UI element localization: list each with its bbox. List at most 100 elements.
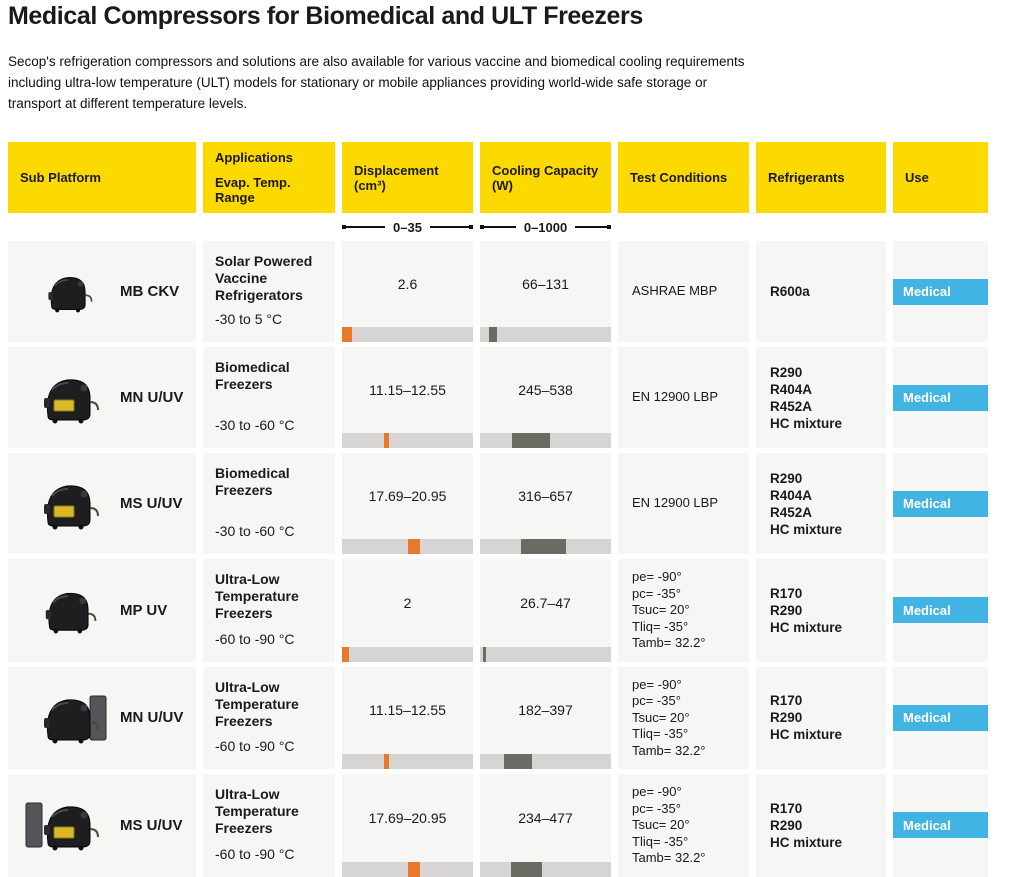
compressor-icon: [25, 802, 99, 851]
header-test-conditions: Test Conditions: [618, 142, 749, 213]
displacement-bar-track: [342, 754, 473, 769]
application-name: Ultra-Low Temperature Freezers: [215, 571, 299, 621]
table-row: MB CKV Solar Powered Vaccine Refrigerato…: [8, 241, 1010, 342]
refrigerants-line: HC mixture: [770, 415, 843, 431]
header-label: Evap. Temp. Range: [215, 175, 291, 205]
displacement-value: 17.69–20.95: [368, 809, 447, 826]
scale-line: [429, 226, 470, 228]
displacement-cell: 2.6: [342, 241, 473, 342]
application-name: Ultra-Low Temperature Freezers: [215, 678, 299, 729]
application-name: Biomedical Freezers: [215, 359, 290, 392]
refrigerants-line: HC mixture: [770, 834, 843, 850]
sub-platform-cell: MS U/UV: [8, 774, 196, 877]
evap-temp-range: -30 to -60 °C: [215, 523, 295, 539]
table-row: MS U/UV Ultra-Low Temperature Freezers -…: [8, 774, 1010, 877]
use-badge: Medical: [893, 597, 988, 624]
model-name: MP UV: [120, 601, 168, 619]
cooling-capacity-cell: 66–131: [480, 241, 611, 342]
compressor-image: [24, 688, 108, 748]
displacement-bar-segment: [342, 327, 352, 342]
evap-temp-range: -30 to 5 °C: [215, 311, 283, 327]
cooling-capacity-value: 182–397: [518, 702, 573, 719]
refrigerants-cell: R170 R290 HC mixture: [756, 559, 886, 662]
refrigerants-cell: R170 R290 HC mixture: [756, 666, 886, 769]
compressor-image: [24, 474, 108, 534]
header-displacement: Displacement (cm³): [342, 142, 473, 213]
cooling-bar-track: [480, 754, 611, 769]
displacement-bar-segment: [342, 646, 350, 662]
refrigerants-line: R600a: [770, 284, 810, 299]
refrigerants-cell: R290 R404A R452A HC mixture: [756, 453, 886, 554]
use-badge: Medical: [893, 384, 988, 411]
cooling-bar-segment: [483, 646, 487, 662]
table-row: MN U/UV Ultra-Low Temperature Freezers -…: [8, 666, 1010, 769]
model-name: MS U/UV: [120, 816, 183, 834]
refrigerants-cell: R170 R290 HC mixture: [756, 774, 886, 877]
test-conditions-line: Tsuc= 20°: [632, 817, 690, 832]
page-description: Secop's refrigeration compressors and so…: [8, 54, 745, 111]
use-badge: Medical: [893, 278, 988, 305]
use-cell: Medical: [893, 559, 988, 662]
refrigerants-line: R170: [770, 800, 803, 816]
scale-line: [575, 226, 608, 228]
table-body: MB CKV Solar Powered Vaccine Refrigerato…: [8, 241, 1010, 877]
refrigerants-cell: R290 R404A R452A HC mixture: [756, 347, 886, 448]
test-conditions-cell: pe= -90° pc= -35° Tsuc= 20° Tliq= -35° Tamb=…: [618, 666, 749, 769]
cooling-capacity-value: 66–131: [522, 276, 569, 292]
evap-temp-range: -60 to -90 °C: [215, 738, 295, 754]
cooling-capacity-value: 245–538: [518, 382, 573, 398]
table-row: MN U/UV Biomedical Freezers -30 to -60 °…: [8, 347, 1010, 448]
test-conditions-line: Tamb= 32.2°: [632, 850, 706, 865]
refrigerants-line: R290: [770, 710, 803, 726]
test-conditions-line: pc= -35°: [632, 800, 681, 816]
application-name: Biomedical Freezers: [215, 465, 290, 498]
cooling-capacity-value: 316–657: [518, 488, 573, 504]
table-header-row: Sub Platform Applications Evap. Temp. Ra…: [8, 142, 1010, 213]
model-name: MB CKV: [120, 283, 180, 300]
displacement-cell: 17.69–20.95: [342, 774, 473, 877]
test-conditions-line: Tamb= 32.2°: [632, 742, 706, 758]
cooling-bar-segment: [521, 539, 567, 554]
header-label: Displacement (cm³): [354, 162, 439, 193]
application-cell: Biomedical Freezers -30 to -60 °C: [203, 347, 335, 448]
refrigerants-line: R404A: [770, 487, 813, 503]
application-cell: Biomedical Freezers -30 to -60 °C: [203, 453, 335, 554]
application-cell: Ultra-Low Temperature Freezers -60 to -9…: [203, 559, 335, 662]
test-conditions-cell: ASHRAE MBP: [618, 241, 749, 342]
model-name: MS U/UV: [120, 495, 183, 512]
compressor-image: [24, 262, 108, 322]
header-refrigerants: Refrigerants: [756, 142, 886, 213]
sub-platform-cell: MP UV: [8, 559, 196, 662]
scale-label: 0–1000: [523, 219, 568, 235]
cooling-capacity-cell: 316–657: [480, 453, 611, 554]
page-title: Medical Compressors for Biomedical and U…: [8, 2, 643, 30]
header-label: Refrigerants: [768, 170, 845, 185]
refrigerants-line: R290: [770, 364, 803, 380]
application-name: Ultra-Low Temperature Freezers: [215, 786, 299, 836]
displacement-value: 2.6: [397, 276, 418, 292]
refrigerants-cell: R600a: [756, 241, 886, 342]
compressor-icon: [48, 276, 93, 312]
header-sub-platform: Sub Platform: [8, 142, 196, 213]
refrigerants-line: R170: [770, 693, 803, 709]
application-cell: Solar Powered Vaccine Refrigerators -30 …: [203, 241, 335, 342]
cooling-bar-segment: [512, 433, 551, 448]
displacement-bar-segment: [383, 754, 389, 769]
cooling-bar-track: [480, 539, 611, 554]
displacement-bar-track: [342, 327, 473, 342]
cooling-bar-segment: [510, 861, 543, 877]
header-label: Test Conditions: [630, 170, 728, 185]
use-badge: Medical: [893, 704, 988, 731]
use-cell: Medical: [893, 241, 988, 342]
cooling-bar-track: [480, 646, 611, 662]
cooling-scale: 0–1000: [480, 213, 612, 241]
cooling-bar-segment: [503, 754, 532, 769]
scale-label: 0–35: [393, 219, 422, 235]
cooling-capacity-cell: 234–477: [480, 774, 611, 877]
sub-platform-cell: MS U/UV: [8, 453, 196, 554]
header-label: Cooling Capacity (W): [492, 162, 599, 193]
cooling-bar-track: [480, 433, 611, 448]
test-conditions-line: Tsuc= 20°: [632, 602, 690, 617]
displacement-value: 11.15–12.55: [369, 702, 446, 719]
compressor-icon: [45, 593, 97, 634]
